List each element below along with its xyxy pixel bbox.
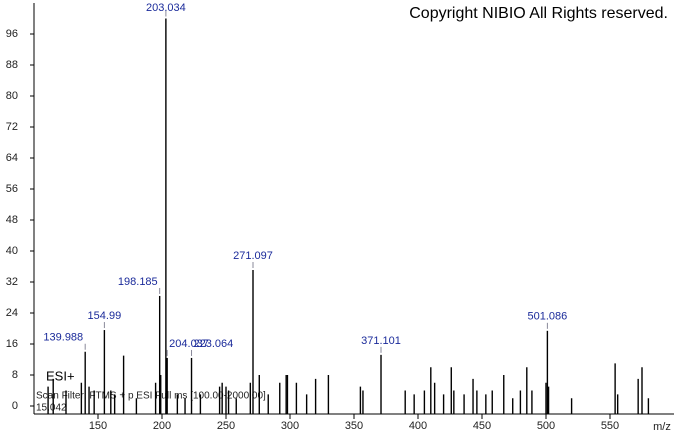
y-tick-label: 64	[6, 152, 18, 164]
y-tick-label: 32	[6, 276, 18, 288]
peak-label: 271.097	[233, 250, 273, 262]
x-tick-label: 200	[153, 420, 171, 432]
peak-label: 198.185	[118, 276, 158, 288]
peak-label: 223.064	[194, 338, 234, 350]
x-tick-label: 500	[537, 420, 555, 432]
y-tick-label: 48	[6, 214, 18, 226]
peak-label: 203.034	[146, 2, 186, 14]
retention-time: 15.042	[36, 403, 67, 414]
copyright: Copyright NIBIO All Rights reserved.	[409, 5, 668, 22]
peak-label: 154.99	[88, 310, 122, 322]
y-tick-label: 96	[6, 28, 18, 40]
x-tick-label: 550	[601, 420, 619, 432]
x-tick-label: 300	[281, 420, 299, 432]
x-tick-label: 450	[473, 420, 491, 432]
y-tick-label: 40	[6, 245, 18, 257]
y-tick-label: 72	[6, 121, 18, 133]
x-tick-label: 350	[345, 420, 363, 432]
y-tick-label: 80	[6, 90, 18, 102]
scan-filter: Scan Filter: FTMS + p ESI Full ms [100.0…	[36, 391, 266, 402]
x-tick-label: 150	[89, 420, 107, 432]
y-tick-label: 16	[6, 338, 18, 350]
x-tick-label: 250	[217, 420, 235, 432]
x-axis-label: m/z	[653, 421, 671, 433]
peak-label: 139.988	[43, 332, 83, 344]
y-tick-label: 56	[6, 183, 18, 195]
ionization: ESI+	[46, 368, 75, 383]
peak-label: 501.086	[528, 311, 568, 323]
peak-label: 371.101	[361, 335, 401, 347]
peak-label: 204.037	[169, 338, 209, 350]
y-tick-label: 88	[6, 59, 18, 71]
y-tick-label: 24	[6, 307, 18, 319]
x-tick-label: 400	[409, 420, 427, 432]
y-tick-label: 0	[12, 400, 18, 412]
y-tick-label: 8	[12, 369, 18, 381]
